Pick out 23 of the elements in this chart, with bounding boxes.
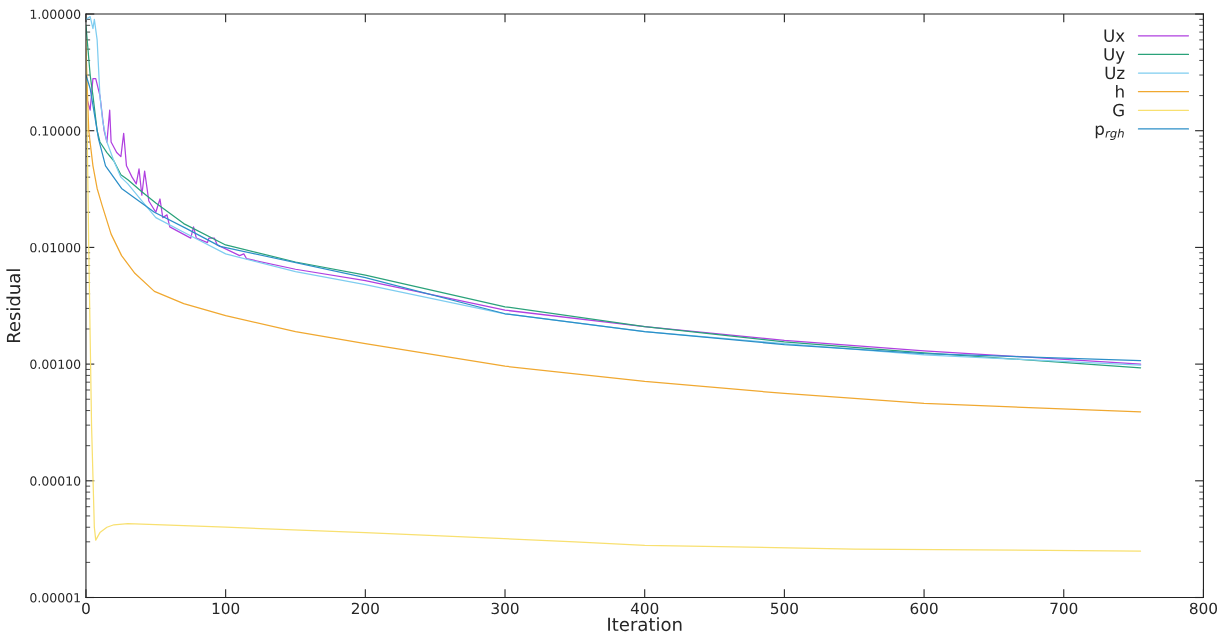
- y-tick-label: 0.00010: [30, 476, 81, 486]
- legend-label: p$_{rgh}$: [1095, 125, 1124, 140]
- x-tick-label: 800: [1189, 602, 1218, 615]
- y-tick-label: 0.00001: [30, 592, 80, 603]
- legend-label: Uy: [1104, 48, 1125, 64]
- y-tick-label: 0.10000: [30, 126, 81, 136]
- x-tick-label: 700: [1050, 602, 1078, 615]
- legend-label: h: [1116, 84, 1124, 98]
- x-tick-label: 400: [630, 602, 659, 615]
- legend-label: G: [1113, 103, 1124, 117]
- x-tick-label: 100: [212, 602, 240, 615]
- y-tick-label: 0.01000: [30, 242, 81, 253]
- x-tick-label: 300: [491, 602, 519, 615]
- x-tick-label: 200: [351, 602, 379, 615]
- x-tick-label: 600: [910, 602, 938, 615]
- y-axis-title: Residual: [6, 269, 21, 343]
- x-tick-label: 500: [770, 602, 798, 615]
- y-tick-label: 0.00100: [30, 359, 81, 370]
- legend-label: Ux: [1104, 29, 1125, 42]
- y-tick-label: 1.00000: [30, 9, 81, 19]
- x-axis-title: Iteration: [608, 617, 682, 632]
- x-tick-label: 0: [82, 602, 90, 615]
- legend-label: Uz: [1105, 66, 1125, 80]
